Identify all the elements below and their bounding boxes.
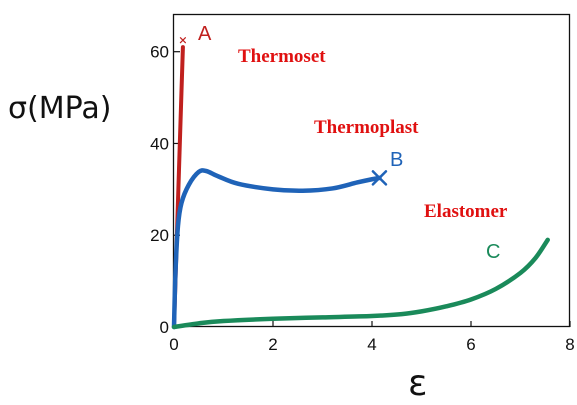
y-axis-label: σ(MPa)	[8, 91, 111, 126]
x-tick-label: 2	[268, 335, 277, 354]
y-tick-label: 0	[160, 318, 169, 337]
series-label-c: C	[486, 241, 500, 263]
failure-marker-b	[371, 170, 388, 186]
y-ticks: 0 20 40 60	[150, 43, 180, 337]
y-tick-label: 60	[150, 43, 169, 62]
x-axis-label: ε	[408, 363, 427, 404]
series-line-b	[171, 168, 382, 330]
series-group	[171, 37, 550, 330]
annotation-thermoplast: Thermoplast	[314, 117, 419, 138]
x-tick-label: 0	[169, 335, 178, 354]
y-tick-label: 20	[150, 226, 169, 245]
failure-marker-a	[179, 37, 187, 44]
annotation-elastomer: Elastomer	[424, 201, 508, 222]
y-tick-label: 40	[150, 134, 169, 153]
series-line-c	[171, 237, 550, 330]
series-label-a: A	[198, 23, 212, 45]
series-label-b: B	[390, 149, 403, 171]
annotation-thermoset: Thermoset	[238, 46, 326, 67]
x-tick-label: 8	[565, 335, 574, 354]
x-tick-label: 4	[367, 335, 376, 354]
x-tick-label: 6	[466, 335, 475, 354]
